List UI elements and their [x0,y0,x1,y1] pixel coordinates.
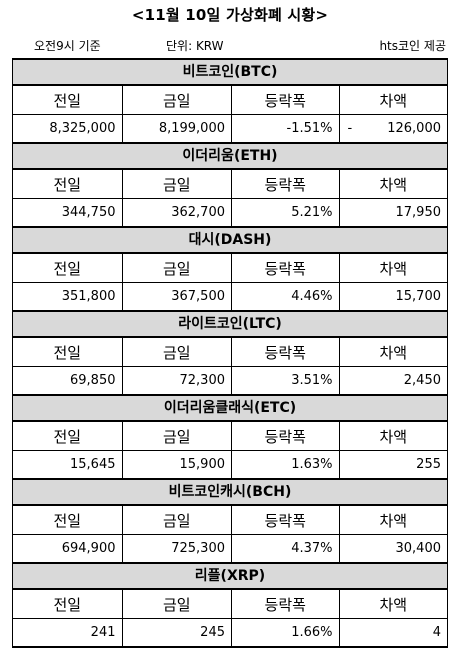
value-row: 69,850 72,300 3.51% 2,450 [13,367,447,394]
header-prev: 전일 [13,254,123,282]
coin-name: 리플(XRP) [13,564,447,590]
value-row: 241 245 1.66% 4 [13,619,447,646]
coin-name: 비트코인캐시(BCH) [13,480,447,506]
data-source: hts코인 제공 [379,39,446,53]
currency-unit: 단위: KRW [166,39,224,53]
price-diff: 4 [432,625,441,640]
price-diff-cell: 4 [340,619,448,646]
column-header-row: 전일 금일 등락폭 차액 [13,86,447,115]
column-header-row: 전일 금일 등락폭 차액 [13,422,447,451]
change-rate: 1.63% [232,451,340,478]
header-today: 금일 [123,422,232,450]
header-change: 등락폭 [232,506,340,534]
coin-block: 비트코인(BTC) 전일 금일 등락폭 차액 8,325,000 8,199,000 -1.5… [12,58,448,142]
coin-name: 대시(DASH) [13,228,447,254]
today-price: 362,700 [123,199,232,226]
price-diff-cell: 17,950 [340,199,448,226]
prev-price: 241 [13,619,123,646]
coin-block: 이더리움(ETH) 전일 금일 등락폭 차액 344,750 362,700 5.21% 17,… [12,142,448,226]
price-diff-cell: - 126,000 [340,115,448,142]
header-today: 금일 [123,170,232,198]
header-change: 등락폭 [232,170,340,198]
coin-block: 리플(XRP) 전일 금일 등락폭 차액 241 245 1.66% 4 [12,562,448,648]
price-diff-cell: 15,700 [340,283,448,310]
change-rate: 3.51% [232,367,340,394]
price-diff-cell: 2,450 [340,367,448,394]
subheader: 오전9시 기준 단위: KRW hts코인 제공 [0,37,460,55]
header-change: 등락폭 [232,86,340,114]
header-diff: 차액 [379,511,408,530]
header-today: 금일 [123,86,232,114]
price-diff: 255 [416,457,441,472]
header-today: 금일 [123,506,232,534]
prev-price: 69,850 [13,367,123,394]
coin-block: 라이트코인(LTC) 전일 금일 등락폭 차액 69,850 72,300 3.51% 2,45… [12,310,448,394]
prev-price: 351,800 [13,283,123,310]
value-row: 15,645 15,900 1.63% 255 [13,451,447,478]
coin-name: 이더리움클래식(ETC) [13,396,447,422]
change-rate: 4.46% [232,283,340,310]
column-header-row: 전일 금일 등락폭 차액 [13,254,447,283]
value-row: 694,900 725,300 4.37% 30,400 [13,535,447,562]
header-prev: 전일 [13,506,123,534]
price-diff: 126,000 [387,121,441,136]
header-diff: 차액 [379,427,408,446]
today-price: 8,199,000 [123,115,232,142]
today-price: 15,900 [123,451,232,478]
value-row: 8,325,000 8,199,000 -1.51% - 126,000 [13,115,447,142]
value-row: 351,800 367,500 4.46% 15,700 [13,283,447,310]
header-change: 등락폭 [232,254,340,282]
today-price: 725,300 [123,535,232,562]
header-today: 금일 [123,590,232,618]
diff-sign: - [347,121,353,136]
header-change: 등락폭 [232,338,340,366]
header-diff: 차액 [379,343,408,362]
coin-block: 비트코인캐시(BCH) 전일 금일 등락폭 차액 694,900 725,300 4.37% 3… [12,478,448,562]
prev-price: 8,325,000 [13,115,123,142]
today-price: 245 [123,619,232,646]
change-rate: 5.21% [232,199,340,226]
header-prev: 전일 [13,86,123,114]
coin-block: 대시(DASH) 전일 금일 등락폭 차액 351,800 367,500 4.46% 15,7… [12,226,448,310]
today-price: 367,500 [123,283,232,310]
coin-name: 비트코인(BTC) [13,60,447,86]
header-today: 금일 [123,254,232,282]
coin-block: 이더리움클래식(ETC) 전일 금일 등락폭 차액 15,645 15,900 1.63% 25… [12,394,448,478]
prev-price: 15,645 [13,451,123,478]
coin-name: 라이트코인(LTC) [13,312,447,338]
page-title: <11월 10일 가상화폐 시황> [131,6,329,24]
price-diff: 17,950 [395,205,442,220]
header-diff: 차액 [379,175,408,194]
header-change: 등락폭 [232,590,340,618]
today-price: 72,300 [123,367,232,394]
header-prev: 전일 [13,338,123,366]
coin-name: 이더리움(ETH) [13,144,447,170]
column-header-row: 전일 금일 등락폭 차액 [13,506,447,535]
header-diff: 차액 [379,91,408,110]
header-change: 등락폭 [232,422,340,450]
value-row: 344,750 362,700 5.21% 17,950 [13,199,447,226]
prev-price: 694,900 [13,535,123,562]
price-diff: 15,700 [395,289,442,304]
column-header-row: 전일 금일 등락폭 차액 [13,338,447,367]
header-prev: 전일 [13,422,123,450]
column-header-row: 전일 금일 등락폭 차액 [13,590,447,619]
time-basis: 오전9시 기준 [34,39,101,53]
price-diff-cell: 255 [340,451,448,478]
change-rate: 1.66% [232,619,340,646]
change-rate: 4.37% [232,535,340,562]
coin-tables: 비트코인(BTC) 전일 금일 등락폭 차액 8,325,000 8,199,000 -1.5… [12,58,448,648]
column-header-row: 전일 금일 등락폭 차액 [13,170,447,199]
price-diff: 30,400 [395,541,442,556]
header-prev: 전일 [13,170,123,198]
header-today: 금일 [123,338,232,366]
prev-price: 344,750 [13,199,123,226]
change-rate: -1.51% [232,115,340,142]
price-diff-cell: 30,400 [340,535,448,562]
price-diff: 2,450 [403,373,441,388]
header-diff: 차액 [379,259,408,278]
header-diff: 차액 [379,595,408,614]
header-prev: 전일 [13,590,123,618]
